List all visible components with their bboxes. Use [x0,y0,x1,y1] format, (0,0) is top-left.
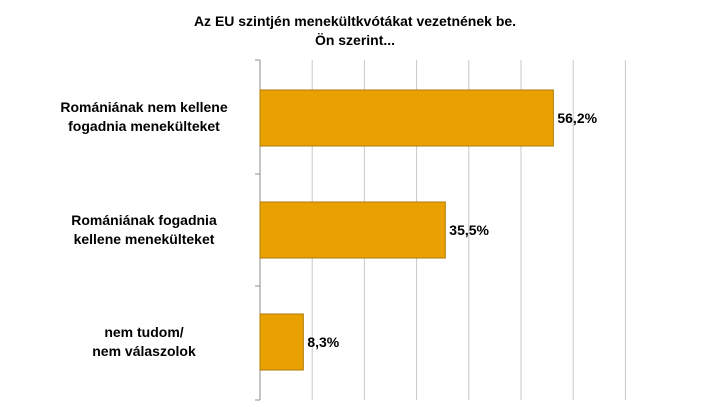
bar-1 [259,201,446,259]
category-label-0-line-2: fogadnia menekülteket [68,118,220,134]
data-label-2: 8,3% [307,334,339,350]
category-label-1-line-2: kellene menekülteket [73,231,215,247]
chart-title-line-2: Ön szerint... [314,32,396,48]
category-label-0: Romániának nem kellene fogadnia menekült… [34,98,254,136]
data-label-1: 35,5% [449,222,489,238]
bar-0 [259,89,554,147]
data-label-0: 56,2% [557,110,597,126]
category-label-0-line-1: Romániának nem kellene [60,99,228,115]
category-label-2-line-1: nem tudom/ [104,324,184,340]
bar-2 [259,313,304,371]
category-label-1: Romániának fogadnia kellene menekülteket [34,211,254,249]
category-label-2-line-2: nem válaszolok [92,343,196,359]
category-label-1-line-1: Romániának fogadnia [71,212,217,228]
category-label-2: nem tudom/ nem válaszolok [34,323,254,361]
chart-title-line-1: Az EU szintjén menekültkvótákat vezetnén… [193,13,517,29]
chart-title: Az EU szintjén menekültkvótákat vezetnén… [0,12,710,50]
